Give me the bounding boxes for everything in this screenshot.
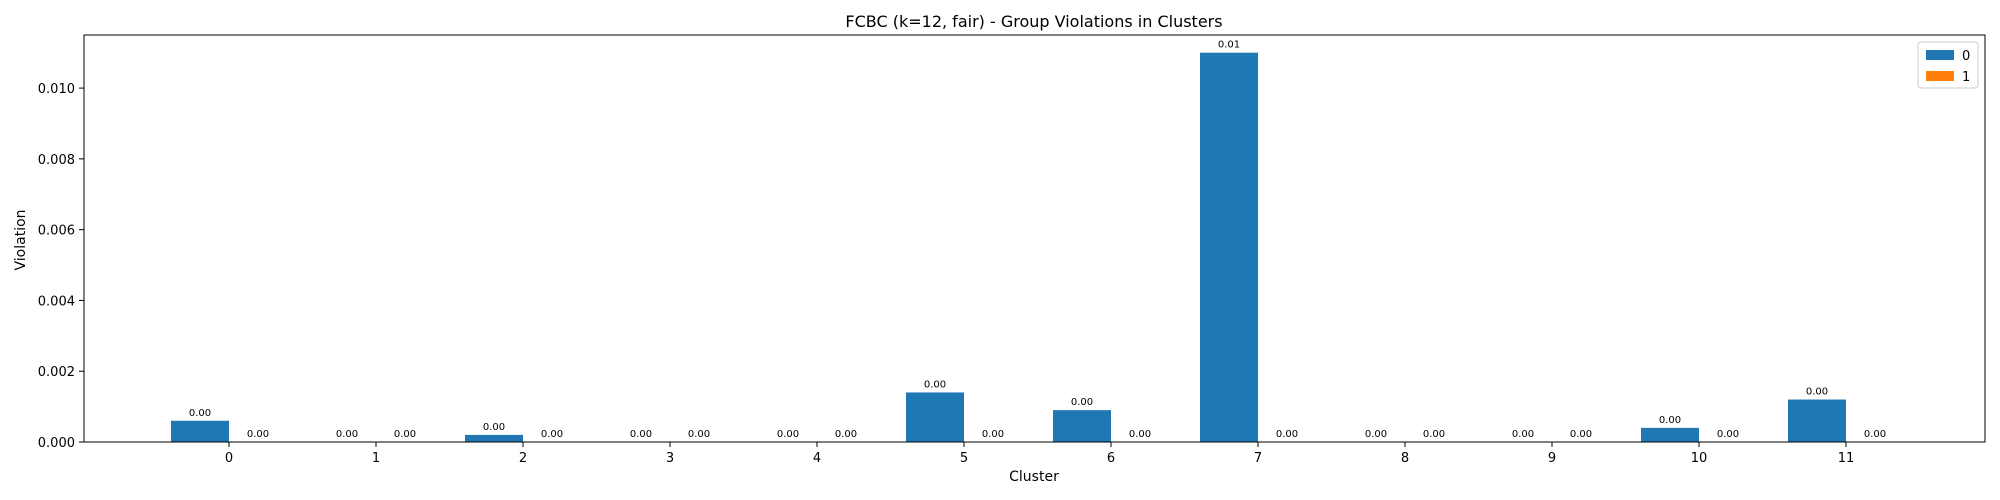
bar-label-series-1-cluster-8: 0.00 (1423, 429, 1445, 440)
bar-series-0-cluster-10 (1641, 427, 1699, 442)
bar-series-0-cluster-0 (171, 420, 229, 442)
x-tick-label-9: 9 (1548, 451, 1556, 466)
bar-series-0-cluster-11 (1788, 399, 1846, 442)
bar-series-0-cluster-7 (1200, 52, 1258, 443)
bar-label-series-0-cluster-2: 0.00 (483, 422, 505, 433)
bar-label-series-1-cluster-5: 0.00 (982, 429, 1004, 440)
bar-series-0-cluster-5 (906, 392, 964, 442)
bar-label-series-1-cluster-0: 0.00 (247, 429, 269, 440)
x-tick-label-6: 6 (1107, 451, 1115, 466)
legend-label-1: 1 (1962, 70, 1970, 85)
y-tick-label-0.008: 0.008 (38, 153, 75, 168)
y-tick-label-0.004: 0.004 (38, 294, 75, 309)
bar-label-series-0-cluster-0: 0.00 (189, 408, 211, 419)
bar-label-series-0-cluster-4: 0.00 (777, 429, 799, 440)
bar-series-0-cluster-6 (1053, 410, 1111, 442)
bar-label-series-0-cluster-9: 0.00 (1512, 429, 1534, 440)
x-tick-label-10: 10 (1691, 451, 1708, 466)
x-tick-label-7: 7 (1254, 451, 1262, 466)
bar-label-series-1-cluster-10: 0.00 (1717, 429, 1739, 440)
y-tick-label-0.000: 0.000 (38, 436, 75, 451)
x-axis-title: Cluster (1009, 469, 1059, 485)
bar-label-series-0-cluster-10: 0.00 (1659, 415, 1681, 426)
bar-label-series-0-cluster-5: 0.00 (924, 379, 946, 390)
y-tick-label-0.010: 0.010 (38, 82, 75, 97)
bar-label-series-1-cluster-9: 0.00 (1570, 429, 1592, 440)
chart-title: FCBC (k=12, fair) - Group Violations in … (845, 12, 1222, 31)
plot-frame (83, 34, 1986, 443)
bar-label-series-0-cluster-3: 0.00 (630, 429, 652, 440)
bar-label-series-1-cluster-6: 0.00 (1129, 429, 1151, 440)
bar-label-series-1-cluster-7: 0.00 (1276, 429, 1298, 440)
x-tick-label-2: 2 (519, 451, 527, 466)
x-tick-label-11: 11 (1838, 451, 1855, 466)
y-tick-label-0.006: 0.006 (38, 224, 75, 239)
bar-label-series-0-cluster-8: 0.00 (1365, 429, 1387, 440)
legend-swatch-1 (1926, 71, 1954, 81)
x-tick-label-5: 5 (960, 451, 968, 466)
bar-label-series-0-cluster-7: 0.01 (1218, 40, 1240, 51)
legend: 01 (1917, 41, 1979, 89)
legend-swatch-0 (1926, 50, 1954, 60)
bar-label-series-0-cluster-6: 0.00 (1071, 397, 1093, 408)
legend-label-0: 0 (1962, 49, 1970, 64)
y-axis-title: Violation (13, 209, 29, 270)
y-tick-label-0.002: 0.002 (38, 365, 75, 380)
bar-label-series-1-cluster-2: 0.00 (541, 429, 563, 440)
x-tick-label-0: 0 (225, 451, 233, 466)
x-tick-label-1: 1 (372, 451, 380, 466)
x-tick-label-4: 4 (813, 451, 821, 466)
bar-label-series-0-cluster-11: 0.00 (1806, 387, 1828, 398)
bar-label-series-1-cluster-3: 0.00 (688, 429, 710, 440)
bar-label-series-0-cluster-1: 0.00 (336, 429, 358, 440)
bar-label-series-1-cluster-4: 0.00 (835, 429, 857, 440)
bar-series-0-cluster-2 (465, 434, 523, 442)
bar-label-series-1-cluster-11: 0.00 (1864, 429, 1886, 440)
x-tick-label-8: 8 (1401, 451, 1409, 466)
bar-label-series-1-cluster-1: 0.00 (394, 429, 416, 440)
x-tick-label-3: 3 (666, 451, 674, 466)
plot-area: 0.00 0.00 0.00 0.00 0.00 0.00 0.00 0.01 0.00 0.00… (38, 34, 1986, 466)
